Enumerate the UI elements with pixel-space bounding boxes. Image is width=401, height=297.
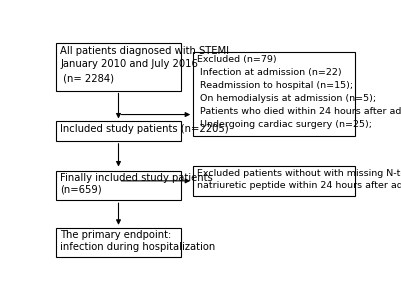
Text: All patients diagnosed with STEMI: All patients diagnosed with STEMI — [60, 46, 229, 56]
FancyBboxPatch shape — [193, 166, 355, 196]
Text: natriuretic peptide within 24 hours after admission (n=1546): natriuretic peptide within 24 hours afte… — [197, 181, 401, 189]
Text: Excluded patients without with missing N-terminal probrain: Excluded patients without with missing N… — [197, 169, 401, 178]
Text: Readmission to hospital (n=15);: Readmission to hospital (n=15); — [197, 81, 353, 90]
Text: (n= 2284): (n= 2284) — [60, 73, 114, 83]
Text: Included study patients (n=2205): Included study patients (n=2205) — [60, 124, 229, 134]
FancyBboxPatch shape — [56, 228, 181, 257]
Text: Finally included study patients: Finally included study patients — [60, 173, 213, 183]
FancyBboxPatch shape — [56, 42, 181, 91]
FancyBboxPatch shape — [56, 170, 181, 200]
Text: Excluded (n=79): Excluded (n=79) — [197, 55, 276, 64]
Text: On hemodialysis at admission (n=5);: On hemodialysis at admission (n=5); — [197, 94, 376, 103]
Text: (n=659): (n=659) — [60, 185, 102, 195]
FancyBboxPatch shape — [193, 52, 355, 136]
Text: January 2010 and July 2016: January 2010 and July 2016 — [60, 59, 198, 69]
FancyBboxPatch shape — [56, 121, 181, 141]
Text: The primary endpoint:: The primary endpoint: — [60, 230, 171, 240]
Text: Undergoing cardiac surgery (n=25);: Undergoing cardiac surgery (n=25); — [197, 120, 372, 129]
Text: infection during hospitalization: infection during hospitalization — [60, 242, 215, 252]
Text: Infection at admission (n=22): Infection at admission (n=22) — [197, 68, 341, 77]
Text: Patients who died within 24 hours after admission (n=12);: Patients who died within 24 hours after … — [197, 107, 401, 116]
